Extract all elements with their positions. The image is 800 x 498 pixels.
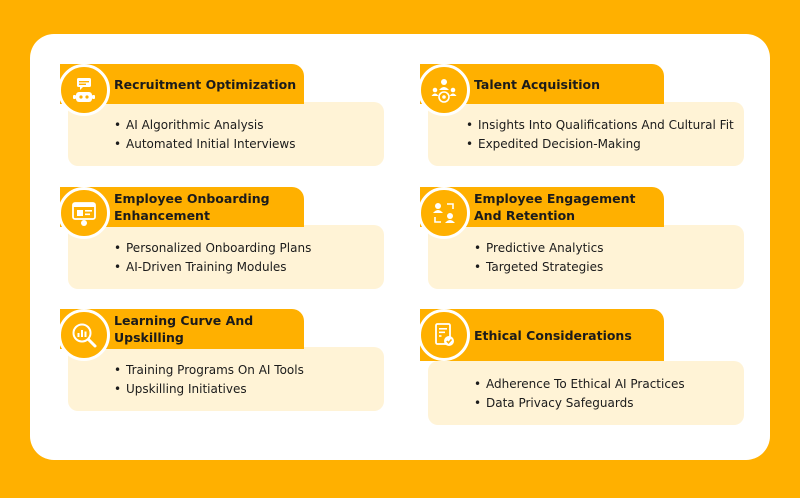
card-learning-curve: Training Programs On AI Tools Upskilling… [58, 309, 388, 417]
list-item: Upskilling Initiatives [114, 380, 384, 399]
list-item: Predictive Analytics [474, 239, 744, 258]
bullet-list: Training Programs On AI Tools Upskilling… [68, 347, 384, 399]
card-title: Talent Acquisition [474, 76, 601, 92]
ethics-document-icon [418, 309, 470, 361]
card-recruitment-optimization: AI Algorithmic Analysis Automated Initia… [58, 64, 388, 172]
card-ethical-considerations: Adherence To Ethical AI Practices Data P… [418, 309, 748, 425]
talent-network-icon [418, 64, 470, 116]
card-talent-acquisition: Insights Into Qualifications And Cultura… [418, 64, 748, 172]
people-exchange-icon [418, 187, 470, 239]
list-item: Automated Initial Interviews [114, 135, 384, 154]
card-body: Insights Into Qualifications And Cultura… [428, 102, 744, 166]
onboarding-screen-icon [58, 187, 110, 239]
list-item: AI-Driven Training Modules [114, 258, 384, 277]
card-employee-engagement: Predictive Analytics Targeted Strategies… [418, 187, 748, 295]
list-item: Data Privacy Safeguards [474, 394, 744, 413]
bullet-list: Personalized Onboarding Plans AI-Driven … [68, 225, 384, 277]
card-title: Ethical Considerations [474, 327, 632, 343]
bullet-list: Adherence To Ethical AI Practices Data P… [428, 361, 744, 413]
card-title: Employee Onboarding Enhancement [114, 191, 270, 223]
card-title: Recruitment Optimization [114, 76, 297, 92]
list-item: Insights Into Qualifications And Cultura… [466, 116, 744, 135]
card-employee-onboarding: Personalized Onboarding Plans AI-Driven … [58, 187, 388, 295]
bullet-list: Predictive Analytics Targeted Strategies [428, 225, 744, 277]
card-title: Employee Engagement And Retention [474, 191, 636, 223]
card-title: Learning Curve And Upskilling [114, 313, 254, 345]
card-body: Adherence To Ethical AI Practices Data P… [428, 361, 744, 425]
list-item: Training Programs On AI Tools [114, 361, 384, 380]
list-item: AI Algorithmic Analysis [114, 116, 384, 135]
magnifier-chart-icon [58, 309, 110, 361]
list-item: Adherence To Ethical AI Practices [474, 375, 744, 394]
list-item: Expedited Decision-Making [466, 135, 744, 154]
robot-chat-icon [58, 64, 110, 116]
content-panel: AI Algorithmic Analysis Automated Initia… [30, 34, 770, 460]
list-item: Personalized Onboarding Plans [114, 239, 384, 258]
bullet-list: AI Algorithmic Analysis Automated Initia… [68, 102, 384, 154]
card-body: Predictive Analytics Targeted Strategies [428, 225, 744, 289]
card-body: Training Programs On AI Tools Upskilling… [68, 347, 384, 411]
list-item: Targeted Strategies [474, 258, 744, 277]
card-body: Personalized Onboarding Plans AI-Driven … [68, 225, 384, 289]
bullet-list: Insights Into Qualifications And Cultura… [428, 102, 744, 154]
card-body: AI Algorithmic Analysis Automated Initia… [68, 102, 384, 166]
